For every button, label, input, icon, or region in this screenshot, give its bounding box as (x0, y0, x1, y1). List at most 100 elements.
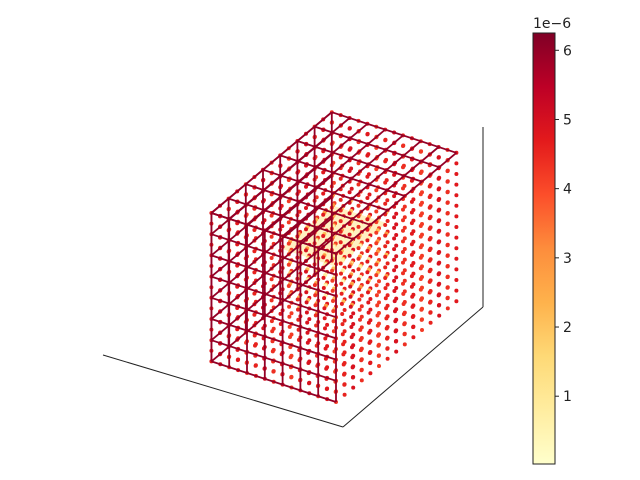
scatter-point (393, 329, 398, 334)
scatter-point (377, 300, 381, 305)
scatter-point (351, 322, 356, 326)
scatter-point (252, 270, 257, 275)
scatter-point (351, 311, 356, 316)
scatter-point (365, 238, 370, 243)
scatter-point (365, 280, 370, 285)
colorbar-tick-label: 3 (563, 251, 572, 267)
scatter-point (349, 335, 354, 340)
scatter-point (418, 245, 423, 250)
scatter-point (270, 349, 275, 354)
scatter-point (374, 230, 379, 235)
scatter-point (401, 228, 405, 233)
scatter-point (418, 277, 423, 281)
lattice-edge (210, 238, 333, 341)
scatter-point (356, 182, 361, 187)
scatter-point (321, 234, 326, 238)
scatter-point (384, 326, 389, 331)
scatter-point (358, 338, 363, 342)
scatter-point (454, 193, 459, 198)
scatter-point (427, 279, 432, 284)
scatter-point (394, 211, 399, 216)
scatter-point (338, 250, 343, 255)
scatter-point (454, 278, 459, 282)
scatter-point (321, 255, 326, 260)
scatter-point (445, 222, 450, 227)
scatter-point (394, 233, 399, 237)
scatter-point (339, 291, 344, 296)
scatter-point (374, 283, 379, 288)
scatter-point (286, 284, 291, 288)
scatter-point (235, 358, 240, 362)
lattice-edge (245, 183, 371, 226)
scatter-point (358, 327, 363, 332)
scatter-point (331, 180, 336, 185)
scatter-point (375, 303, 380, 308)
scatter-point (377, 279, 381, 284)
scatter-point (436, 187, 441, 192)
scatter-point (368, 371, 373, 376)
scatter-point (377, 364, 381, 368)
scatter-point (304, 206, 308, 210)
scatter-point (365, 196, 370, 200)
scatter-point (331, 309, 336, 314)
scatter-point (288, 335, 292, 339)
scatter-point (383, 265, 388, 270)
scatter-point (286, 241, 291, 246)
scatter-point (436, 219, 441, 224)
scatter-point (339, 271, 343, 276)
scatter-point (454, 246, 459, 251)
lattice-edge (246, 123, 368, 226)
scatter-point (445, 306, 450, 311)
scatter-point (401, 271, 405, 276)
scatter-point (454, 256, 459, 261)
scatter-point (314, 323, 319, 328)
scatter-point (359, 358, 364, 363)
scatter-point (252, 312, 257, 317)
scatter-point (383, 201, 388, 206)
scatter-point (454, 235, 459, 240)
scatter-point (401, 218, 405, 223)
scatter-point (436, 282, 441, 287)
scatter-point (409, 221, 414, 226)
scatter-point (418, 266, 423, 271)
scatter-point (385, 282, 390, 287)
scatter-point (374, 273, 379, 278)
scatter-point (366, 320, 371, 325)
scatter-point (392, 257, 397, 262)
scatter-point (304, 290, 309, 295)
scatter-point (374, 293, 379, 298)
scatter-point (383, 233, 388, 238)
scatter-point (402, 268, 407, 273)
scatter-point (427, 226, 432, 231)
lattice-edge (335, 152, 457, 255)
scatter-point (394, 286, 399, 290)
scatter-point (384, 316, 389, 321)
scatter-point (365, 153, 370, 158)
scatter-point (427, 258, 432, 263)
scatter-point (392, 215, 397, 220)
scatter-point (375, 323, 380, 328)
scatter-point (392, 172, 397, 177)
scatter-point (356, 246, 361, 251)
colorbar-tick-label: 5 (563, 112, 572, 128)
scatter-point (297, 209, 302, 214)
scatter-point (331, 329, 336, 334)
scatter-point (338, 240, 343, 245)
scatter-point (342, 382, 347, 387)
scatter-point (418, 234, 423, 239)
scatter-point (392, 289, 397, 293)
scatter-point (304, 227, 308, 232)
scatter-point (418, 149, 423, 154)
scatter-point (383, 296, 388, 301)
scatter-point (348, 294, 353, 299)
lattice-edge (264, 128, 386, 232)
scatter-point (385, 261, 390, 266)
scatter-point (374, 167, 379, 172)
lattice-edge (331, 111, 457, 154)
colorbar: 1 2 3 4 5 6 1e−6 (532, 16, 572, 465)
scatter-point (270, 329, 275, 334)
scatter-point (306, 350, 311, 355)
lattice-edge (211, 360, 337, 403)
scatter-point (287, 304, 292, 309)
scatter-point (304, 310, 309, 315)
